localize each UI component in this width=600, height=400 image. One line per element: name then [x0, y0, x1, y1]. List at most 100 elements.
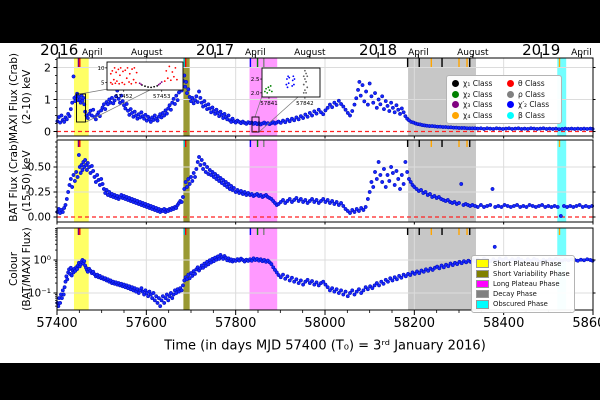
data-point — [408, 273, 413, 277]
data-point — [441, 265, 446, 270]
inset-data-point — [265, 87, 267, 90]
inset-data-point — [287, 75, 289, 78]
class-legend-column-1: χ₁ Class χ₂ Class χ₃ Class χ₄ Class — [452, 79, 501, 120]
data-point — [89, 164, 94, 168]
data-point — [67, 114, 72, 119]
data-point — [524, 205, 529, 209]
inset-data-point — [291, 85, 294, 87]
data-point — [119, 93, 124, 98]
top-axis-year-label: 2017 — [196, 41, 234, 59]
data-point — [81, 95, 86, 100]
data-point — [399, 106, 404, 111]
band-obscured — [557, 140, 567, 222]
data-point — [64, 117, 69, 122]
data-point — [316, 107, 321, 112]
data-point — [478, 126, 483, 131]
data-point — [585, 126, 590, 131]
data-point — [239, 189, 243, 193]
inset-data-point — [160, 81, 163, 83]
data-point — [341, 104, 346, 109]
data-point — [582, 126, 587, 131]
inset-data-point — [119, 74, 121, 77]
legend-marker-icon — [476, 279, 489, 289]
legend-marker-icon — [452, 111, 459, 119]
data-point — [60, 288, 65, 293]
data-point — [296, 117, 301, 122]
legend-item-label: Obscured Phase — [493, 300, 548, 309]
inset-x-tick-label: 57841 — [260, 101, 278, 107]
zoom-indicator-rect — [76, 93, 86, 123]
data-point — [455, 262, 460, 267]
data-point — [532, 126, 536, 131]
data-point — [437, 266, 442, 271]
data-point — [59, 296, 64, 301]
data-point — [339, 102, 344, 106]
band-short-plateau — [73, 228, 89, 310]
x-tick-label: 57800 — [215, 316, 256, 331]
inset-data-point — [132, 78, 135, 81]
data-point — [382, 107, 386, 112]
inset-data-point — [268, 89, 271, 91]
data-point — [155, 118, 160, 123]
inset-data-point — [111, 83, 114, 86]
data-point — [482, 126, 486, 131]
data-point — [563, 126, 568, 131]
inset-data-point — [153, 85, 156, 88]
data-point — [287, 278, 292, 283]
legend-item-label: Short Variability Phase — [493, 269, 570, 278]
data-point — [59, 113, 64, 118]
data-point — [385, 173, 390, 177]
data-point — [312, 109, 317, 114]
data-point — [58, 120, 63, 125]
inset-data-point — [165, 69, 168, 72]
data-point — [578, 257, 583, 262]
data-point — [341, 204, 346, 208]
data-point — [186, 177, 191, 181]
inset-data-point — [286, 78, 288, 80]
data-point — [339, 201, 344, 205]
data-point — [181, 195, 185, 199]
data-point — [66, 190, 71, 194]
data-point — [70, 100, 75, 105]
data-point — [82, 259, 87, 264]
data-point — [585, 257, 590, 262]
data-point — [179, 200, 184, 204]
data-point — [287, 119, 292, 124]
data-point — [62, 119, 67, 124]
data-point — [221, 178, 226, 182]
inset-data-point — [269, 85, 272, 87]
data-point — [281, 198, 285, 202]
data-point — [181, 283, 185, 288]
inset-data-point — [133, 66, 136, 69]
legend-item: Long Plateau Phase — [476, 279, 570, 289]
data-point — [352, 102, 357, 107]
data-point — [387, 109, 392, 113]
data-point — [278, 275, 283, 280]
data-point — [343, 107, 348, 112]
y-tick-label: 0.50 — [28, 162, 51, 174]
data-point — [278, 120, 283, 125]
zoom-indicator-rect — [251, 116, 260, 133]
top-axis-month-label: April — [82, 48, 103, 58]
data-point — [490, 187, 495, 191]
legend-item: Obscured Phase — [476, 300, 570, 309]
class-legend-column-2: θ Class ρ Class χ′₂ Class β Class — [507, 79, 556, 120]
data-point — [205, 165, 210, 169]
data-point — [298, 278, 303, 283]
data-point — [164, 111, 169, 116]
data-point — [371, 100, 376, 105]
data-point — [201, 167, 206, 171]
inset-data-point — [115, 80, 118, 83]
inset-data-point — [163, 80, 166, 83]
data-point — [217, 256, 222, 261]
data-point — [70, 185, 75, 189]
data-point — [310, 279, 314, 284]
data-point — [85, 161, 90, 165]
data-point — [555, 205, 560, 209]
inset-data-point — [144, 85, 146, 88]
data-point — [321, 279, 326, 284]
legend-item: Short Variability Phase — [476, 269, 570, 279]
data-point — [190, 179, 195, 183]
data-point — [376, 160, 381, 164]
phase-legend: Short Plateau Phase Short Variability Pha… — [471, 255, 575, 313]
